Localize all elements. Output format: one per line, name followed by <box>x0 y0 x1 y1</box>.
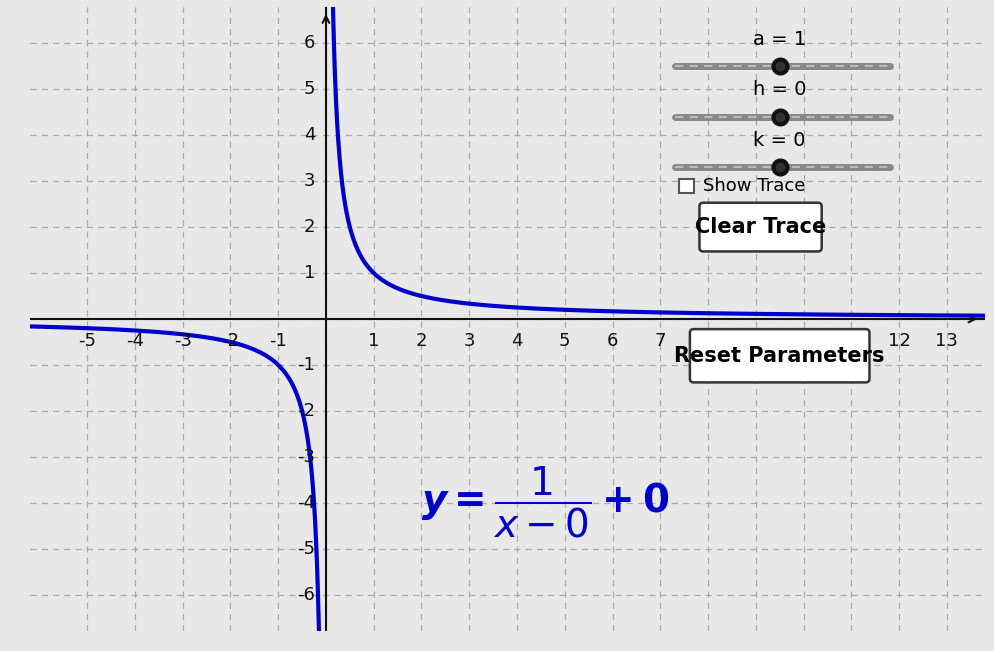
Text: 3: 3 <box>303 172 315 190</box>
Text: 1: 1 <box>368 332 379 350</box>
FancyBboxPatch shape <box>689 329 869 382</box>
Text: 4: 4 <box>303 126 315 144</box>
Text: -4: -4 <box>297 494 315 512</box>
Text: 6: 6 <box>606 332 617 350</box>
Text: 8: 8 <box>702 332 713 350</box>
Text: 6: 6 <box>304 35 315 52</box>
Text: k = 0: k = 0 <box>752 131 805 150</box>
Text: -3: -3 <box>297 448 315 466</box>
Text: $\boldsymbol{y = \dfrac{1}{x - 0} + 0}$: $\boldsymbol{y = \dfrac{1}{x - 0} + 0}$ <box>421 465 669 540</box>
Text: 13: 13 <box>934 332 957 350</box>
Text: -1: -1 <box>297 356 315 374</box>
Text: 9: 9 <box>749 332 760 350</box>
Text: Clear Trace: Clear Trace <box>694 217 825 237</box>
Text: -2: -2 <box>297 402 315 420</box>
FancyBboxPatch shape <box>679 179 693 193</box>
Text: -6: -6 <box>297 586 315 603</box>
Text: 5: 5 <box>559 332 570 350</box>
Text: -2: -2 <box>222 332 240 350</box>
Text: Show Trace: Show Trace <box>703 176 805 195</box>
Text: 1: 1 <box>304 264 315 282</box>
Text: -5: -5 <box>79 332 96 350</box>
Text: -4: -4 <box>126 332 144 350</box>
Text: -1: -1 <box>269 332 287 350</box>
Text: 11: 11 <box>839 332 862 350</box>
Text: a = 1: a = 1 <box>752 30 805 49</box>
Text: h = 0: h = 0 <box>752 80 805 100</box>
Text: 2: 2 <box>303 218 315 236</box>
Text: 7: 7 <box>654 332 665 350</box>
FancyBboxPatch shape <box>699 202 821 251</box>
Text: 10: 10 <box>791 332 814 350</box>
Text: Reset Parameters: Reset Parameters <box>674 346 884 366</box>
Text: 4: 4 <box>511 332 522 350</box>
Text: 5: 5 <box>303 80 315 98</box>
Text: -3: -3 <box>174 332 192 350</box>
Text: 2: 2 <box>415 332 426 350</box>
Text: -5: -5 <box>297 540 315 558</box>
Text: 12: 12 <box>887 332 910 350</box>
Text: 3: 3 <box>463 332 474 350</box>
